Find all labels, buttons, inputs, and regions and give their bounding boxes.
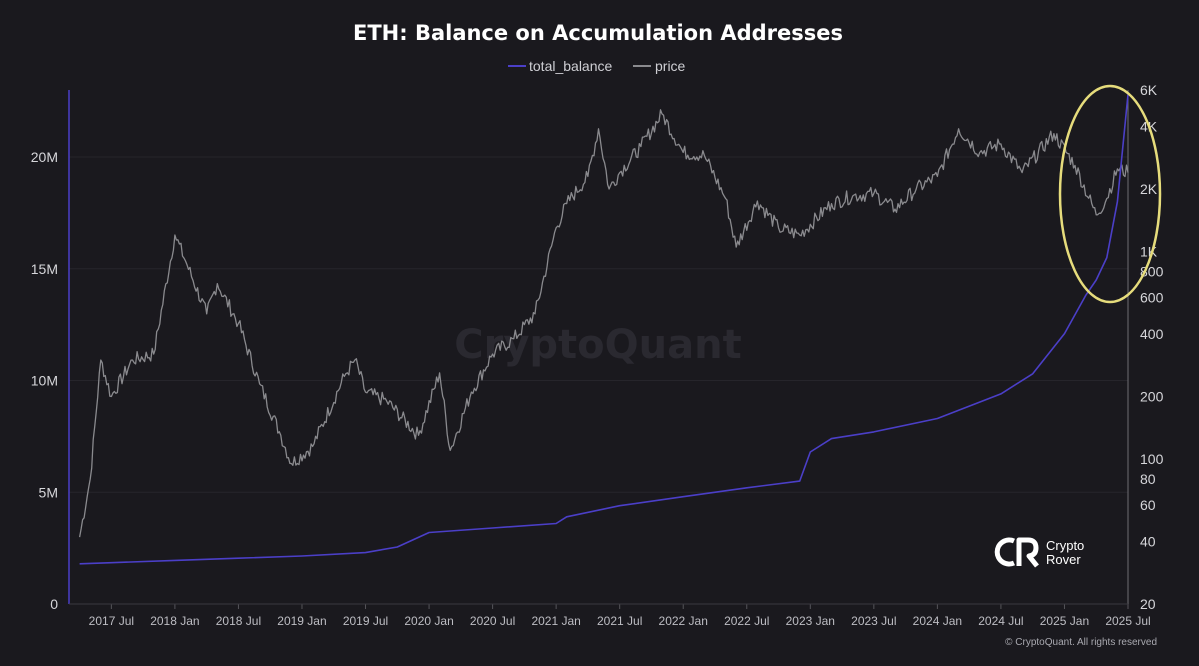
x-tick-label: 2023 Jul (851, 614, 896, 628)
left-tick-label: 5M (39, 484, 58, 500)
x-tick-label: 2024 Jul (978, 614, 1023, 628)
series-line-price (78, 109, 1129, 538)
x-tick-label: 2024 Jan (913, 614, 962, 628)
x-tick-label: 2021 Jan (531, 614, 580, 628)
left-tick-label: 0 (50, 596, 58, 612)
legend: total_balance price (508, 58, 686, 74)
watermark: CryptoQuant (454, 322, 741, 368)
left-tick-label: 15M (31, 261, 58, 277)
x-tick-label: 2020 Jan (404, 614, 453, 628)
left-tick-label: 20M (31, 149, 58, 165)
x-tick-label: 2021 Jul (597, 614, 642, 628)
legend-label-total-balance: total_balance (529, 58, 613, 74)
x-tick-label: 2018 Jul (216, 614, 261, 628)
right-tick-label: 80 (1140, 471, 1156, 487)
right-tick-label: 600 (1140, 289, 1164, 305)
grid (69, 156, 1128, 493)
right-tick-label: 20 (1140, 596, 1156, 612)
x-tick-label: 2023 Jan (786, 614, 835, 628)
x-tick-label: 2022 Jan (659, 614, 708, 628)
x-tick-label: 2020 Jul (470, 614, 515, 628)
crypto-rover-logo-icon (994, 537, 1039, 568)
right-tick-label: 400 (1140, 326, 1164, 342)
x-tick-label: 2025 Jan (1040, 614, 1089, 628)
chart-title: ETH: Balance on Accumulation Addresses (353, 21, 843, 45)
badge-line2: Rover (1046, 552, 1081, 567)
right-tick-label: 60 (1140, 497, 1156, 513)
x-tick-label: 2022 Jul (724, 614, 769, 628)
x-tick-label: 2017 Jul (89, 614, 134, 628)
right-tick-label: 2K (1140, 181, 1158, 197)
x-tick-label: 2019 Jul (343, 614, 388, 628)
legend-label-price: price (655, 58, 686, 74)
right-tick-label: 100 (1140, 451, 1164, 467)
series-line-total-balance (79, 94, 1129, 565)
crypto-rover-badge: Crypto Rover (994, 537, 1084, 568)
right-tick-label: 6K (1140, 82, 1158, 98)
x-tick-label: 2019 Jan (277, 614, 326, 628)
x-axis: 2017 Jul 2018 Jan 2018 Jul 2019 Jan 2019 Jul… (89, 604, 1151, 628)
x-tick-label: 2018 Jan (150, 614, 199, 628)
right-tick-label: 200 (1140, 389, 1164, 405)
left-tick-label: 10M (31, 373, 58, 389)
x-tick-label: 2025 Jul (1105, 614, 1150, 628)
copyright: © CryptoQuant. All rights reserved (1005, 637, 1157, 648)
badge-line1: Crypto (1046, 538, 1084, 553)
left-axis: 0 5M 10M 15M 20M (31, 149, 58, 612)
annotation-ellipse (1058, 84, 1162, 304)
right-tick-label: 40 (1140, 534, 1156, 550)
